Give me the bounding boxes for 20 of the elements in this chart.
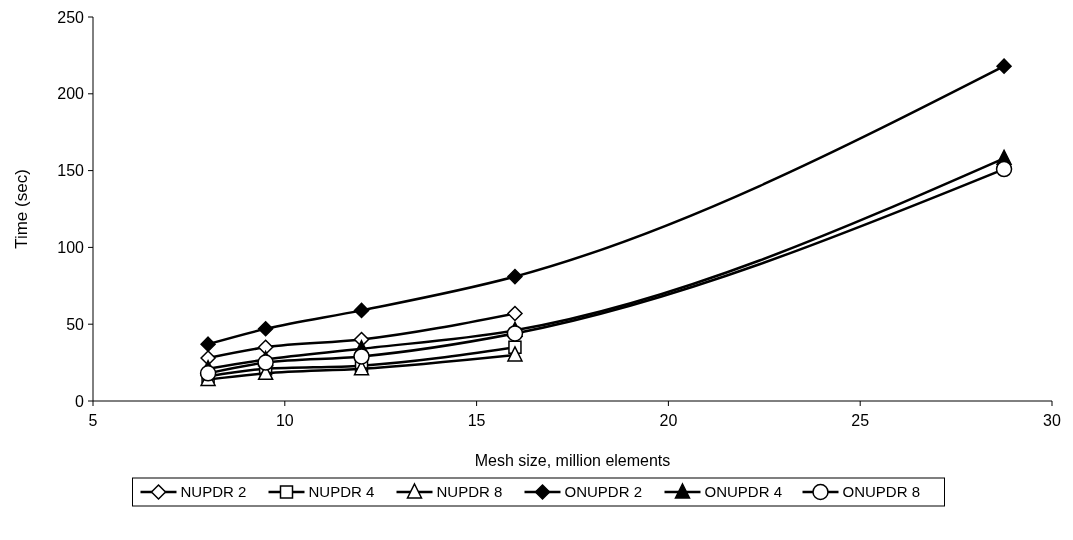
x-tick-label: 15 (467, 412, 486, 429)
y-tick-label: 150 (57, 162, 85, 180)
x-tick-label: 5 (88, 412, 98, 429)
y-tick-label: 100 (57, 239, 85, 256)
y-tick-label: 0 (75, 392, 85, 410)
x-tick-label: 25 (851, 412, 870, 429)
y-tick-label: 250 (57, 8, 85, 26)
x-axis-title: Mesh size, million elements (474, 452, 671, 469)
legend-label: NUPDR 2 (180, 483, 247, 501)
legend-label: ONUPDR 8 (842, 483, 921, 501)
x-tick-label: 10 (275, 412, 294, 429)
x-tick-label: 30 (1043, 412, 1061, 429)
y-axis-title: Time (sec) (12, 169, 31, 249)
legend-label: ONUPDR 4 (704, 483, 783, 501)
legend-label: NUPDR 8 (436, 483, 503, 501)
legend-label: ONUPDR 2 (564, 483, 643, 501)
y-tick-label: 200 (57, 85, 85, 103)
x-tick-label: 20 (659, 412, 678, 429)
legend-label: NUPDR 4 (308, 483, 375, 501)
y-tick-label: 50 (66, 315, 85, 333)
